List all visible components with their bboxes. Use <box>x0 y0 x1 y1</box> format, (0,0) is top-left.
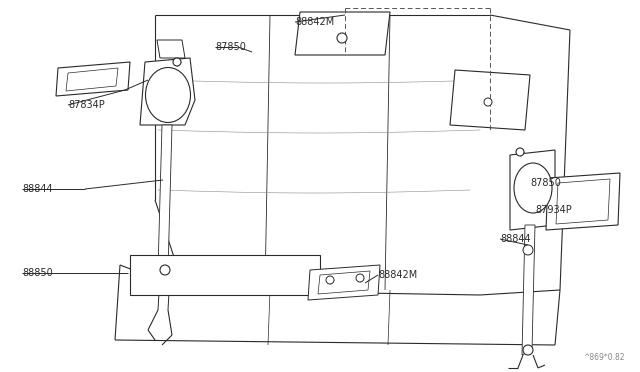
Polygon shape <box>56 62 130 96</box>
Polygon shape <box>130 255 320 295</box>
Polygon shape <box>546 173 620 230</box>
Text: ^869*0.82: ^869*0.82 <box>584 353 625 362</box>
Text: 87850: 87850 <box>215 42 246 52</box>
Polygon shape <box>157 40 185 58</box>
Polygon shape <box>308 265 380 300</box>
Polygon shape <box>522 225 535 355</box>
Ellipse shape <box>514 163 552 213</box>
Circle shape <box>484 98 492 106</box>
Circle shape <box>337 33 347 43</box>
Circle shape <box>160 265 170 275</box>
Text: 88844: 88844 <box>22 184 52 194</box>
Polygon shape <box>158 125 172 270</box>
Text: 87850: 87850 <box>530 178 561 188</box>
Ellipse shape <box>145 67 191 122</box>
Circle shape <box>356 274 364 282</box>
Circle shape <box>523 245 533 255</box>
Text: 88844: 88844 <box>500 234 531 244</box>
Text: 88842M: 88842M <box>295 17 334 27</box>
Polygon shape <box>450 70 530 130</box>
Text: 88842M: 88842M <box>378 270 417 280</box>
Circle shape <box>173 58 181 66</box>
Circle shape <box>326 276 334 284</box>
Circle shape <box>516 148 524 156</box>
Text: 87934P: 87934P <box>535 205 572 215</box>
Polygon shape <box>295 12 390 55</box>
Text: 88850: 88850 <box>22 268 52 278</box>
Text: 87834P: 87834P <box>68 100 105 110</box>
Circle shape <box>523 345 533 355</box>
Polygon shape <box>510 150 555 230</box>
Polygon shape <box>140 58 195 125</box>
